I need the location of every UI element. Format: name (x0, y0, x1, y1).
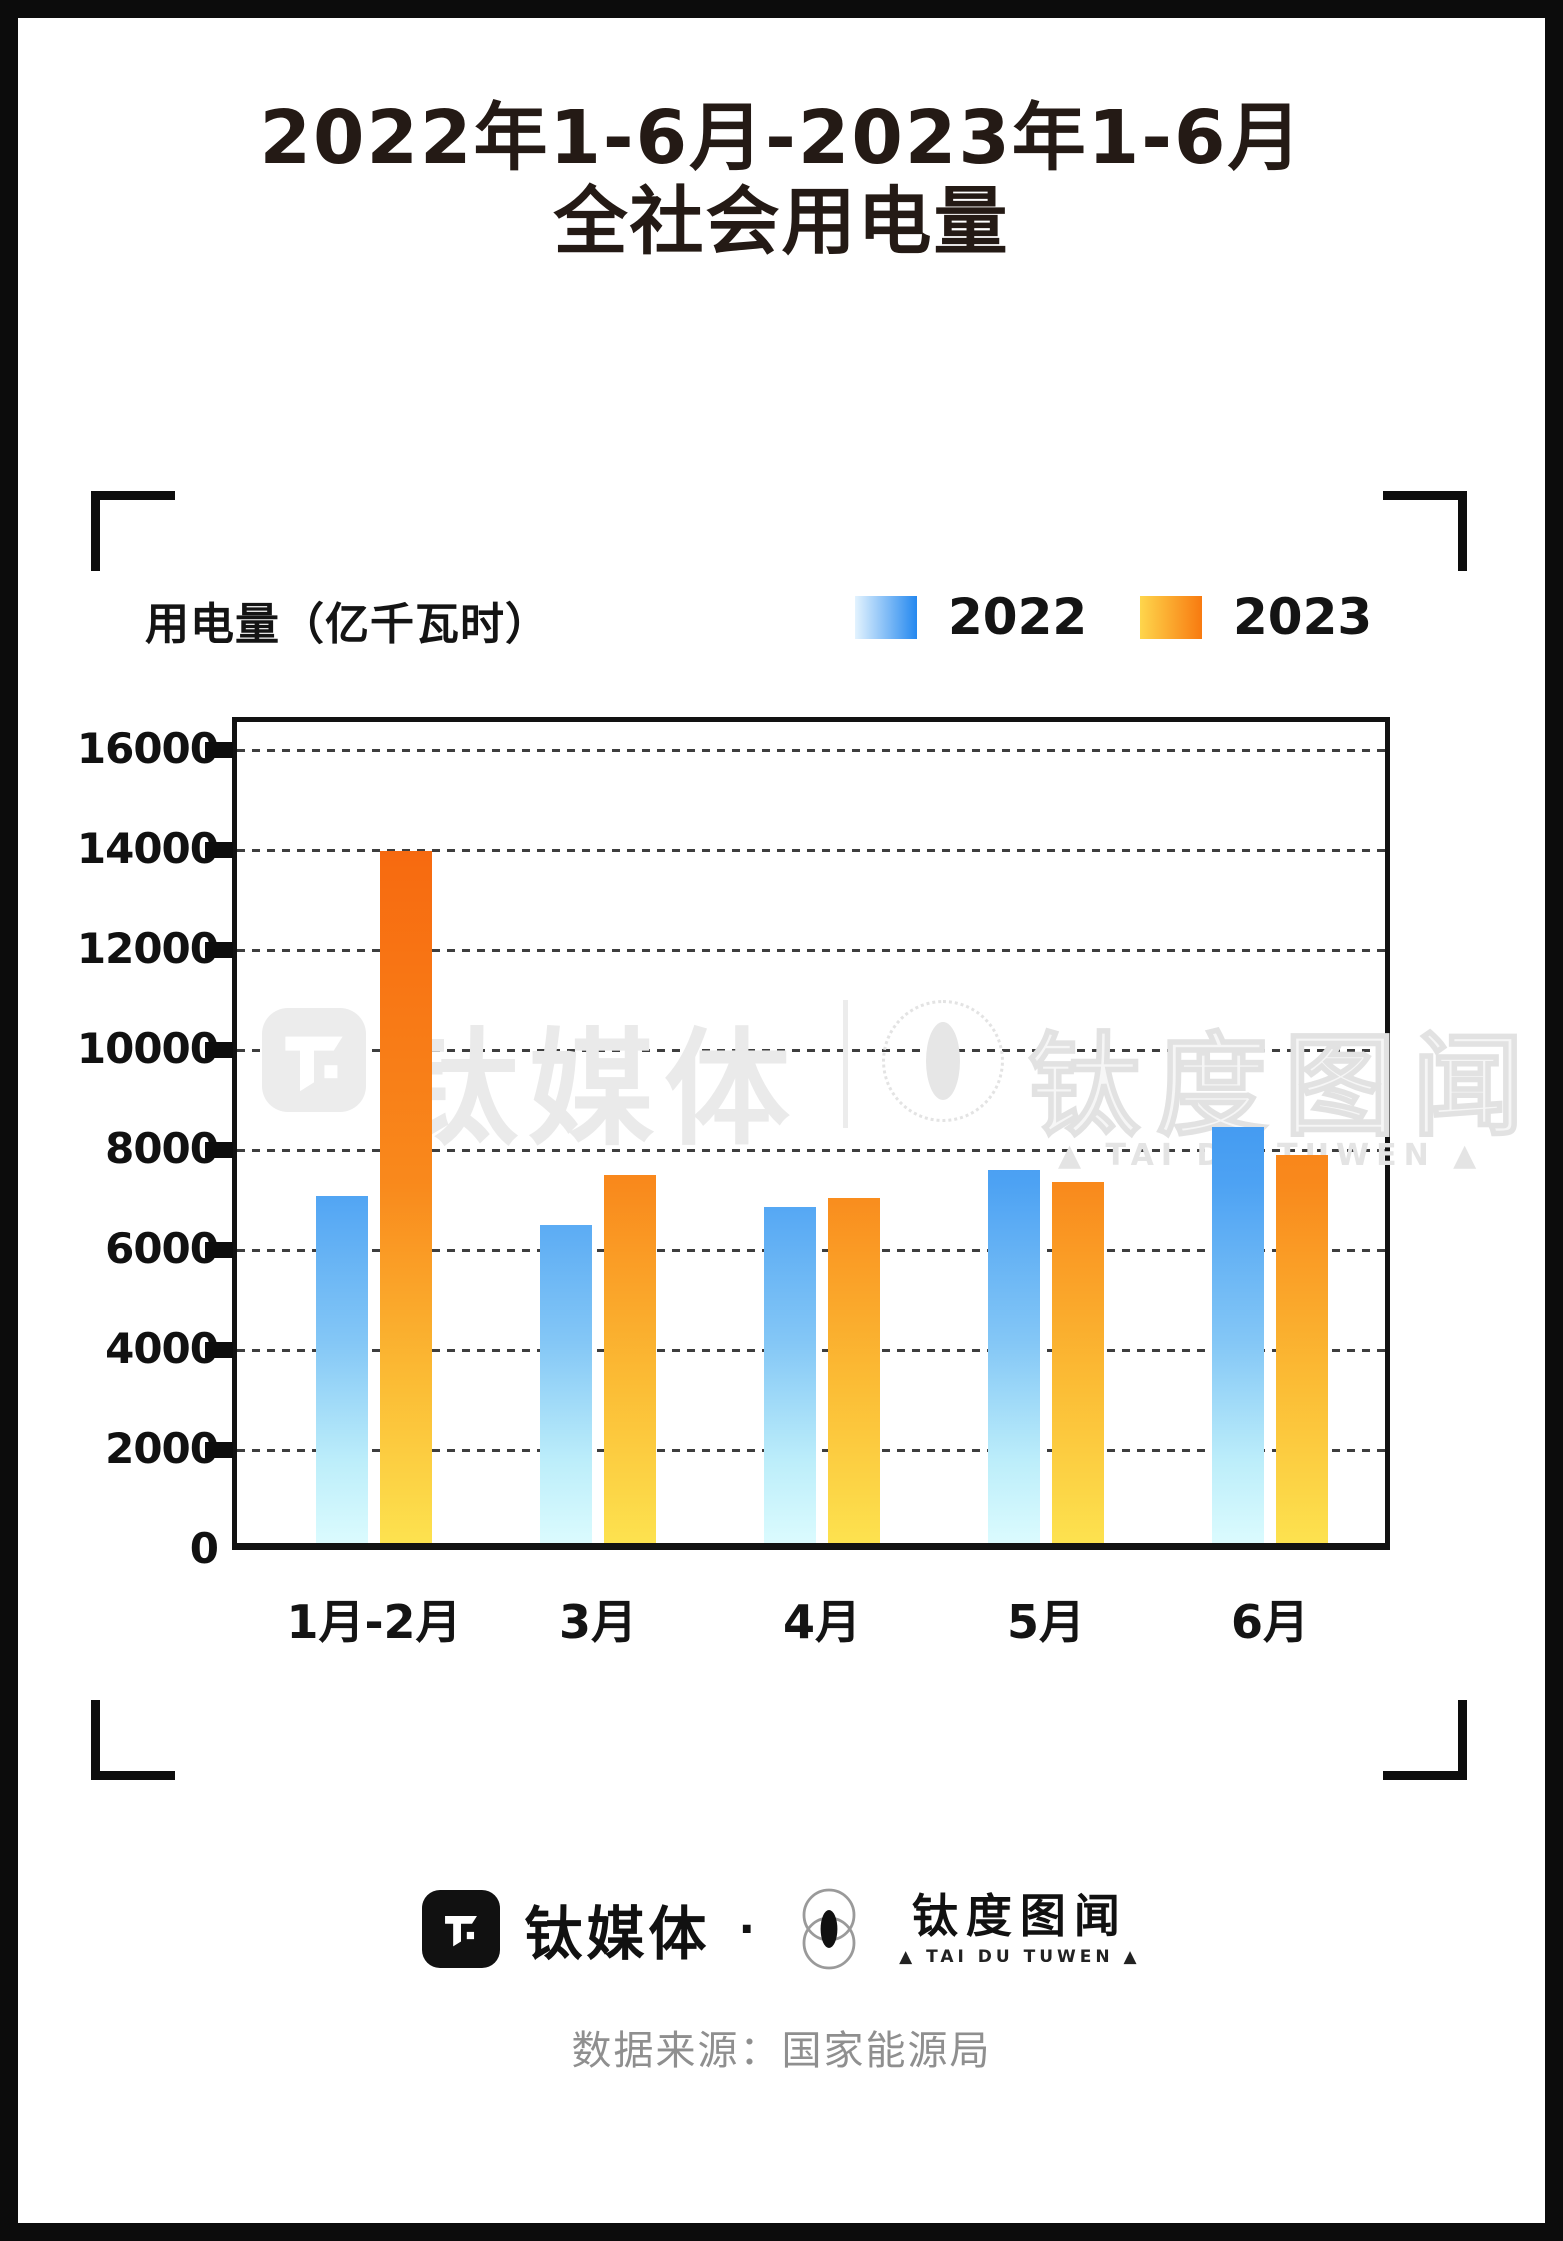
watermark-tmt-logo (262, 1008, 366, 1112)
tmt-logo-glyph-icon (285, 1036, 343, 1092)
gridline-14000 (237, 848, 1385, 852)
y-axis-unit-label: 用电量（亿千瓦时） (145, 599, 550, 650)
title-line-1: 2022年1-6月-2023年1-6月 (259, 95, 1304, 181)
x-axis-label-1月-2月: 1月-2月 (286, 1595, 462, 1649)
gridline-12000 (237, 948, 1385, 952)
title-line-2: 全社会用电量 (553, 179, 1010, 266)
gridline-16000 (237, 748, 1385, 752)
y-axis-tick-12000 (205, 942, 233, 958)
corner-bracket-bottom-right (1383, 1700, 1467, 1780)
footer-brand2-block: 钛度图闻 ▲ TAI DU TUWEN ▲ (899, 1893, 1141, 1966)
footer-eye-icon (802, 1888, 856, 1970)
y-axis-label-6000: 6000 (105, 1224, 219, 1273)
watermark-eye-icon (882, 1000, 1004, 1122)
footer-dot: · (738, 1903, 756, 1955)
legend-swatch-2023 (1140, 596, 1202, 639)
watermark-brand2: 钛度图闻 (1027, 1021, 1540, 1153)
y-axis-tick-2000 (205, 1442, 233, 1458)
y-axis-label-8000: 8000 (105, 1124, 219, 1173)
bar-2023-3月 (604, 1175, 656, 1543)
footer-brand2: 钛度图闻 (911, 1888, 1128, 1943)
bar-2022-5月 (988, 1170, 1040, 1543)
bar-2023-1月-2月 (380, 851, 432, 1543)
corner-bracket-top-left (91, 491, 175, 571)
legend-label-2022: 2022 (948, 588, 1088, 646)
gridline-8000 (237, 1148, 1385, 1152)
corner-bracket-bottom-left (91, 1700, 175, 1780)
y-axis-label-2000: 2000 (105, 1424, 219, 1473)
y-axis-tick-16000 (205, 742, 233, 758)
bar-2022-6月 (1212, 1127, 1264, 1543)
y-axis-label-12000: 12000 (76, 924, 219, 973)
corner-bracket-top-right (1383, 491, 1467, 571)
bar-2023-4月 (828, 1198, 880, 1543)
y-axis-tick-4000 (205, 1342, 233, 1358)
y-axis-label-14000: 14000 (76, 824, 219, 873)
y-axis-label-0: 0 (189, 1524, 219, 1573)
y-axis-tick-6000 (205, 1242, 233, 1258)
bar-2023-5月 (1052, 1182, 1104, 1543)
bar-2022-1月-2月 (316, 1196, 368, 1543)
watermark-caption: ▲ TAI DU TUWEN ▲ (1058, 1138, 1484, 1173)
y-axis-tick-14000 (205, 842, 233, 858)
watermark-divider (843, 1000, 848, 1128)
x-axis-label-4月: 4月 (782, 1595, 862, 1649)
footer-brand2-sub: ▲ TAI DU TUWEN ▲ (899, 1946, 1141, 1967)
x-axis-label-3月: 3月 (558, 1595, 638, 1649)
bar-2022-3月 (540, 1225, 592, 1543)
data-source: 数据来源：国家能源局 (571, 2028, 992, 2074)
bar-2022-4月 (764, 1207, 816, 1543)
x-axis-label-5月: 5月 (1006, 1595, 1086, 1649)
tmt-logo-glyph-icon (445, 1915, 478, 1947)
bar-2023-6月 (1276, 1155, 1328, 1543)
y-axis-label-16000: 16000 (76, 724, 219, 773)
gridline-10000 (237, 1048, 1385, 1052)
footer-tmt-logo (422, 1890, 501, 1968)
footer-brand1: 钛媒体 (524, 1900, 711, 1968)
legend-label-2023: 2023 (1233, 588, 1373, 646)
page-title: 2022年1-6月-2023年1-6月 全社会用电量 (0, 96, 1563, 265)
y-axis-tick-10000 (205, 1042, 233, 1058)
chart-plot-area (232, 717, 1390, 1550)
watermark-brand1: 钛媒体 (392, 1016, 800, 1163)
y-axis-tick-8000 (205, 1142, 233, 1158)
y-axis-label-4000: 4000 (105, 1324, 219, 1373)
legend-swatch-2022 (855, 596, 917, 639)
footer-logo-row: 钛媒体 · 钛度图闻 ▲ TAI DU TUWEN ▲ (0, 1886, 1563, 1972)
y-axis-label-10000: 10000 (76, 1024, 219, 1073)
x-axis-label-6月: 6月 (1230, 1595, 1310, 1649)
